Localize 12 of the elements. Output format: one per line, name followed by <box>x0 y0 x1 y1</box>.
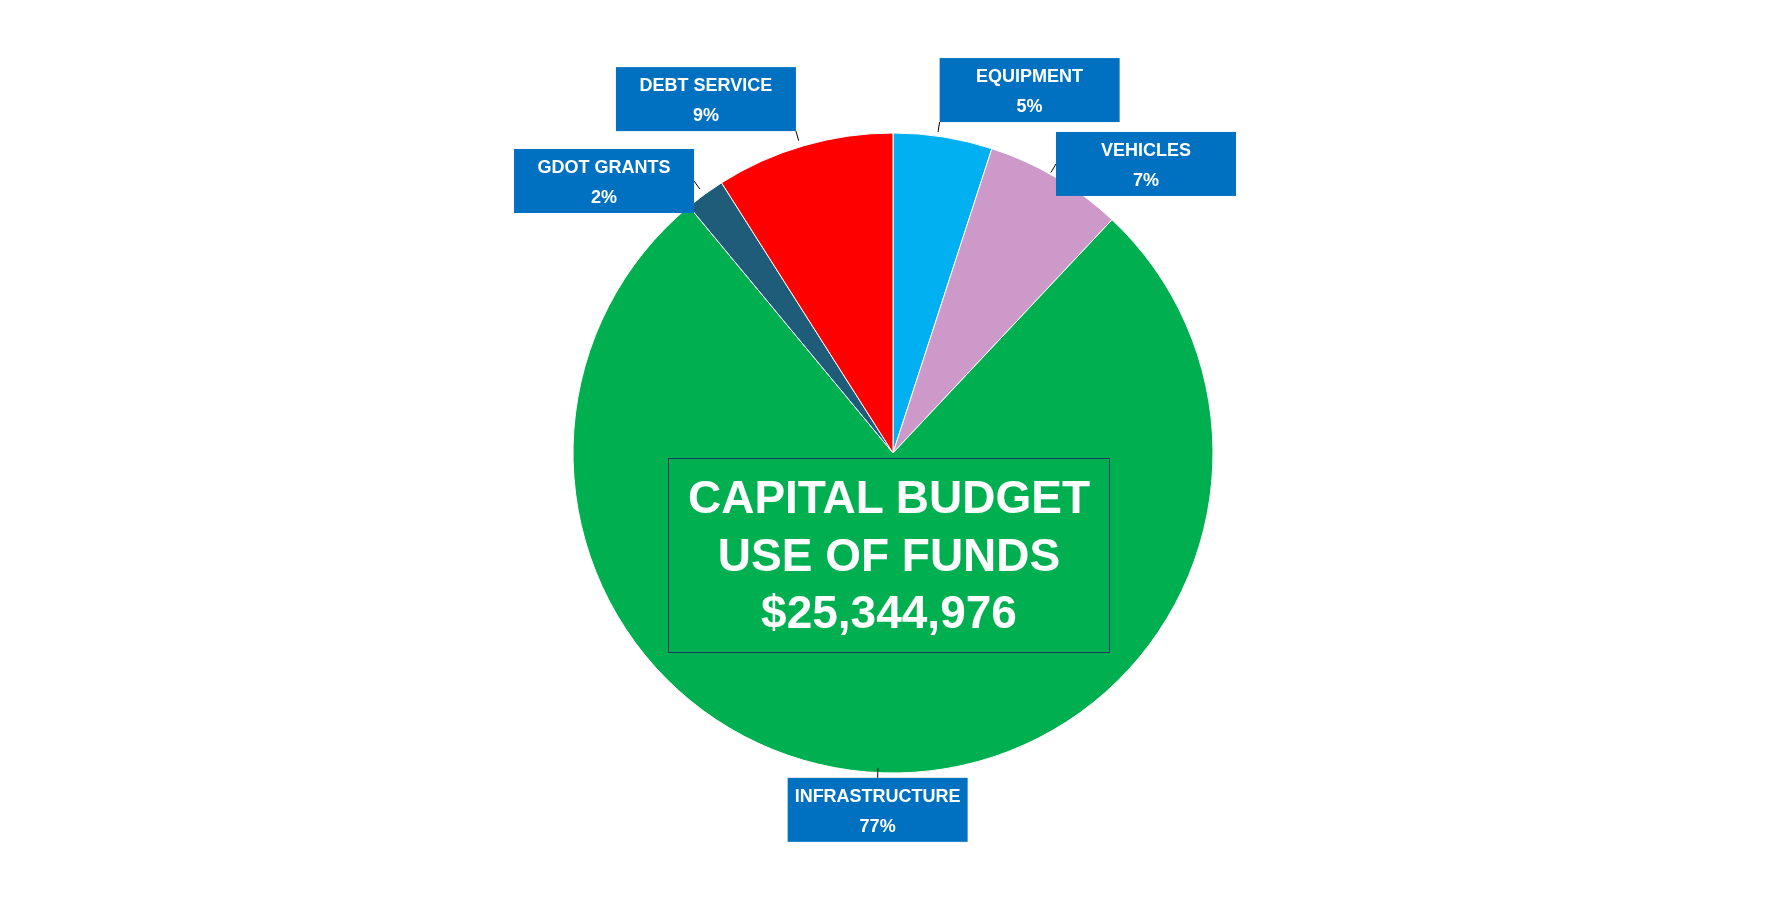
data-label: 2% <box>591 187 618 208</box>
data-label: 7% <box>1132 169 1159 190</box>
text: CAPITAL BUDGET USE OF FUNDS <box>686 470 1092 583</box>
slice-label: DEBT SERVICE <box>639 75 773 96</box>
text: $25,344,976 <box>760 585 1018 640</box>
data-label: 77% <box>859 815 896 836</box>
data-label: 9% <box>692 105 719 126</box>
slice-label: EQUIPMENT <box>976 66 1084 87</box>
slice-label: INFRASTRUCTURE <box>794 785 961 806</box>
slice-label: GDOT GRANTS <box>537 157 671 178</box>
slice-label: VEHICLES <box>1100 139 1191 160</box>
data-label: 5% <box>1016 96 1043 117</box>
